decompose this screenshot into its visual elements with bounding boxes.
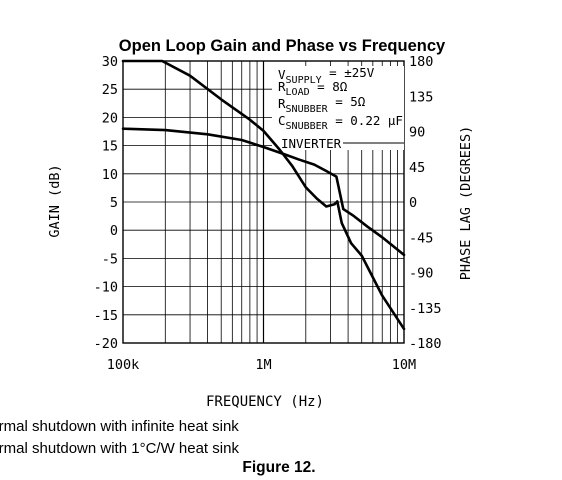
rload-annotation: RLOAD = 8Ω bbox=[278, 79, 348, 98]
x-axis-label: FREQUENCY (Hz) bbox=[206, 394, 324, 410]
x-tick-label: 100k bbox=[107, 357, 140, 373]
y2-tick-label: -45 bbox=[409, 230, 433, 246]
rsnubber-value: = 5Ω bbox=[328, 94, 366, 109]
figure-caption: Figure 12. bbox=[0, 459, 562, 477]
note-1cw-heat-sink: hermal shutdown with 1°C/W heat sink bbox=[0, 440, 239, 457]
plot-border bbox=[122, 60, 405, 344]
gain-axis: 30 25 20 15 10 5 0 -5 -10 -15 -20 bbox=[94, 54, 118, 352]
y-tick-label: 25 bbox=[102, 82, 118, 98]
y2-tick-label: 90 bbox=[409, 125, 425, 141]
rload-symbol: R bbox=[278, 79, 286, 94]
rload-subscript: LOAD bbox=[286, 87, 310, 98]
y-tick-label: 10 bbox=[102, 167, 118, 183]
y2-tick-label: -90 bbox=[409, 266, 433, 282]
conditions-legend: VSUPPLY = ±25V RLOAD = 8Ω RSNUBBER = 5Ω … bbox=[272, 65, 404, 151]
gain-series-line bbox=[121, 59, 406, 331]
phase-series-line bbox=[121, 127, 406, 257]
y-tick-label: 15 bbox=[102, 139, 118, 155]
rsnubber-annotation: RSNUBBER = 5Ω bbox=[278, 94, 366, 115]
y-tick-label: 5 bbox=[110, 195, 118, 211]
vsupply-subscript: SUPPLY bbox=[286, 75, 322, 86]
vsupply-symbol: V bbox=[278, 67, 286, 82]
rload-value: = 8Ω bbox=[310, 79, 348, 94]
series-group bbox=[121, 59, 406, 331]
plot-frame bbox=[122, 60, 405, 344]
chart-title: Open Loop Gain and Phase vs Frequency bbox=[119, 37, 446, 55]
y2-tick-label: 135 bbox=[409, 89, 433, 105]
y2-tick-label: -180 bbox=[409, 336, 442, 352]
csnubber-annotation: CSNUBBER = 0.22 μF bbox=[278, 113, 403, 132]
vsupply-value: = ±25V bbox=[322, 65, 375, 80]
csnubber-symbol: C bbox=[278, 113, 286, 128]
figure-caption-text: Figure 12. bbox=[242, 459, 316, 476]
csnubber-value: = 0.22 μF bbox=[328, 113, 403, 128]
x-tick-label: 10M bbox=[392, 357, 416, 373]
rsnubber-subscript: SNUBBER bbox=[286, 104, 329, 115]
y-tick-label: -20 bbox=[94, 336, 118, 352]
y2-tick-label: 0 bbox=[409, 195, 417, 211]
note-infinite-heat-sink: hermal shutdown with infinite heat sink bbox=[0, 418, 239, 435]
y-tick-label: 0 bbox=[110, 223, 118, 239]
vsupply-annotation: VSUPPLY = ±25V bbox=[278, 65, 375, 86]
y2-axis-label: PHASE LAG (DEGREES) bbox=[458, 126, 474, 280]
y2-tick-label: 180 bbox=[409, 54, 433, 70]
y-tick-label: -15 bbox=[94, 308, 118, 324]
y-tick-label: -5 bbox=[102, 251, 118, 267]
y-tick-label: -10 bbox=[94, 280, 118, 296]
y2-tick-label: 45 bbox=[409, 160, 425, 176]
y2-tick-label: -135 bbox=[409, 301, 442, 317]
phase-axis: 180 135 90 45 0 -45 -90 -135 -180 bbox=[409, 54, 442, 352]
y-tick-label: 30 bbox=[102, 54, 118, 70]
rsnubber-symbol: R bbox=[278, 96, 286, 111]
inverter-annotation: INVERTER bbox=[281, 136, 342, 151]
y-tick-label: 20 bbox=[102, 110, 118, 126]
x-tick-label: 1M bbox=[255, 357, 271, 373]
frequency-axis: 100k 1M 10M bbox=[107, 357, 416, 373]
y-axis-label: GAIN (dB) bbox=[47, 164, 63, 237]
csnubber-subscript: SNUBBER bbox=[286, 121, 329, 132]
